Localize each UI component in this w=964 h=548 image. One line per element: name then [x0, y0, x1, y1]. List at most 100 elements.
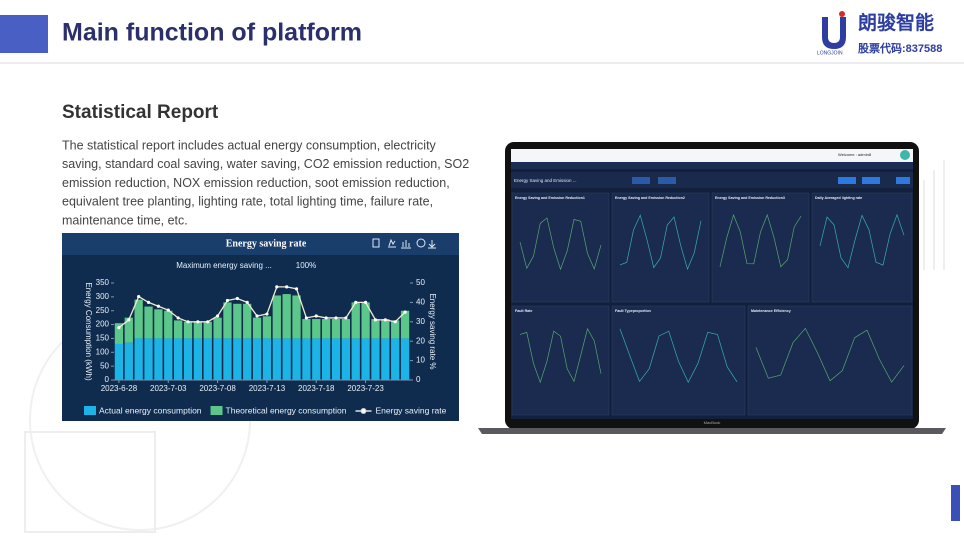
- logo: 朗骏智能 股票代码:837588 LONGJOIN: [817, 11, 942, 56]
- dash-decor: [619, 214, 702, 271]
- bar: [351, 302, 360, 339]
- line-point: [324, 316, 328, 320]
- bar: [154, 309, 163, 339]
- bar: [262, 316, 272, 339]
- y-tick-label: 250: [96, 306, 110, 315]
- line-point: [255, 314, 259, 318]
- header-accent: [0, 15, 48, 53]
- line-point: [265, 312, 269, 316]
- dash-button[interactable]: [658, 177, 676, 184]
- y-axis-label: Energy Consumption (kWh): [84, 282, 93, 381]
- line-point: [285, 285, 289, 289]
- dash-filter: [511, 172, 913, 188]
- bar: [203, 338, 212, 380]
- bar: [371, 338, 380, 380]
- bar: [391, 338, 400, 380]
- bar: [272, 338, 281, 380]
- dash-button[interactable]: [896, 177, 910, 184]
- dash-panel-title: Energy Saving and Emission Reduction2: [615, 196, 685, 200]
- dash-decor: [719, 213, 802, 268]
- line-point: [294, 287, 299, 291]
- bar: [114, 343, 124, 380]
- dash-decor: [819, 213, 905, 269]
- bar: [144, 306, 153, 339]
- chart: Energy saving rate Maximum energy saving…: [62, 233, 459, 421]
- line-point: [186, 320, 190, 324]
- bar: [331, 338, 341, 380]
- bar: [193, 338, 203, 380]
- bar: [183, 338, 193, 380]
- bar: [262, 338, 272, 380]
- decor-lines: [923, 160, 945, 270]
- x-tick-label: 2023-7-08: [199, 384, 236, 393]
- dash-panel: [511, 192, 610, 303]
- bar: [154, 338, 163, 380]
- section-title: Statistical Report: [62, 102, 219, 123]
- dash-button[interactable]: [838, 177, 856, 184]
- bar: [292, 295, 301, 339]
- bar: [213, 317, 222, 339]
- bar: [114, 323, 124, 344]
- line-point: [373, 318, 378, 322]
- logo-sub: LONGJOIN: [817, 50, 843, 56]
- x-tick-label: 2023-7-23: [347, 384, 384, 393]
- line-point: [127, 318, 131, 322]
- bar: [164, 338, 173, 380]
- y2-tick-label: 0: [416, 375, 421, 384]
- dash-panel-title: Energy Saving and Emission Reduction1: [515, 196, 585, 200]
- dash-button[interactable]: [862, 177, 880, 184]
- x-tick-label: 2023-7-03: [150, 384, 187, 393]
- laptop: MacBook Welcome : admin8 Energy Saving a…: [478, 142, 946, 434]
- dash-tabs: [511, 162, 913, 169]
- dash-decor: [619, 328, 738, 384]
- dash-panel-title: Energy Saving and Emission Reduction3: [715, 196, 785, 200]
- line-point: [176, 316, 180, 320]
- dash-welcome: Welcome : admin8: [838, 152, 872, 157]
- legend-label: Energy saving rate: [376, 405, 447, 415]
- line-point: [156, 304, 160, 308]
- y2-tick-label: 10: [416, 356, 425, 365]
- bar: [233, 303, 242, 339]
- line-point: [344, 316, 348, 320]
- line-point: [196, 320, 200, 324]
- bar: [193, 321, 203, 339]
- line-point: [364, 300, 368, 304]
- corner-accent: [951, 485, 960, 521]
- laptop-base: [478, 428, 946, 434]
- x-tick-label: 2023-6-28: [101, 384, 138, 393]
- dash-button[interactable]: [632, 177, 650, 184]
- line-point: [304, 316, 308, 320]
- line-point: [245, 300, 249, 304]
- dash-avatar[interactable]: [900, 150, 910, 160]
- bar: [243, 338, 252, 380]
- bar: [144, 338, 153, 380]
- bar: [331, 319, 341, 339]
- y-tick-label: 350: [96, 278, 110, 287]
- bar: [302, 319, 311, 339]
- bar: [134, 299, 143, 339]
- chart-tools[interactable]: [372, 238, 436, 249]
- bar: [361, 302, 370, 339]
- y2-axis-label: Energy saving rate %: [428, 293, 437, 369]
- bar: [164, 310, 173, 339]
- page-title: Main function of platform: [62, 19, 362, 47]
- body-line: saving, standard coal saving, water savi…: [62, 157, 469, 171]
- dash-panel: [711, 192, 810, 303]
- y-tick-label: 0: [105, 375, 110, 384]
- line-point: [275, 285, 279, 289]
- dash-panel-title: Daily Averaged lighting rate: [815, 196, 862, 200]
- logo-dot: [839, 11, 845, 17]
- bar: [124, 342, 133, 380]
- bar: [134, 338, 143, 380]
- line-point: [235, 296, 239, 301]
- bar: [292, 338, 301, 380]
- bar: [203, 321, 212, 339]
- dash-panel-title: Fault Rate: [515, 309, 532, 313]
- bar: [282, 338, 291, 380]
- dash-decor: [519, 327, 602, 384]
- x-tick-label: 2023-7-18: [298, 384, 335, 393]
- legend-swatch: [210, 406, 223, 415]
- dash-panel: [747, 305, 913, 416]
- dash-panel-title: Fault Typeproportion: [615, 309, 651, 313]
